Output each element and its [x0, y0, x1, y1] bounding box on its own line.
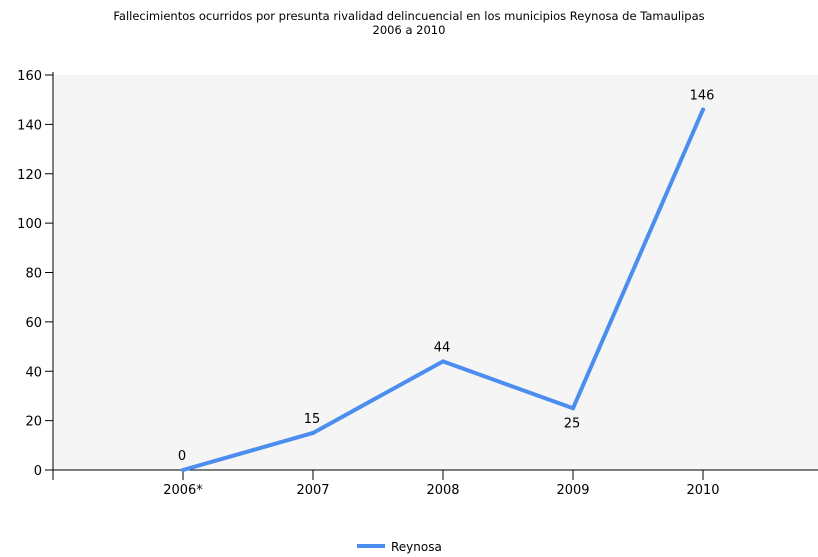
y-tick-label: 100	[17, 217, 42, 232]
data-label: 25	[564, 416, 581, 431]
y-tick-label: 160	[17, 69, 42, 84]
chart-title: Fallecimientos ocurridos por presunta ri…	[113, 9, 704, 23]
legend: Reynosa	[357, 540, 442, 554]
data-point	[181, 468, 185, 472]
x-tick-label: 2006*	[163, 483, 203, 498]
y-tick-label: 140	[17, 118, 42, 133]
x-tick-label: 2010	[686, 483, 719, 498]
x-tick-label: 2007	[296, 483, 329, 498]
legend-label-reynosa: Reynosa	[391, 540, 442, 554]
y-tick-label: 80	[25, 267, 42, 282]
y-tick-label: 60	[25, 316, 42, 331]
x-axis: 2006* 2007 2008 2009 2010	[53, 470, 818, 498]
data-label: 0	[178, 449, 186, 464]
x-tick-label: 2008	[426, 483, 459, 498]
data-point	[571, 406, 575, 410]
y-axis: 0 20 40 60 80 100 120 140 160	[17, 69, 53, 480]
y-tick-label: 0	[34, 464, 42, 479]
data-point	[311, 431, 315, 435]
data-label: 44	[434, 340, 451, 355]
chart-subtitle: 2006 a 2010	[373, 23, 446, 37]
x-tick-label: 2009	[556, 483, 589, 498]
plot-area	[53, 75, 818, 470]
y-tick-label: 120	[17, 168, 42, 183]
data-point	[441, 359, 445, 363]
y-tick-label: 20	[25, 415, 42, 430]
data-point	[701, 108, 705, 112]
y-tick-label: 40	[25, 365, 42, 380]
data-label: 15	[304, 412, 321, 427]
data-label: 146	[690, 89, 715, 104]
